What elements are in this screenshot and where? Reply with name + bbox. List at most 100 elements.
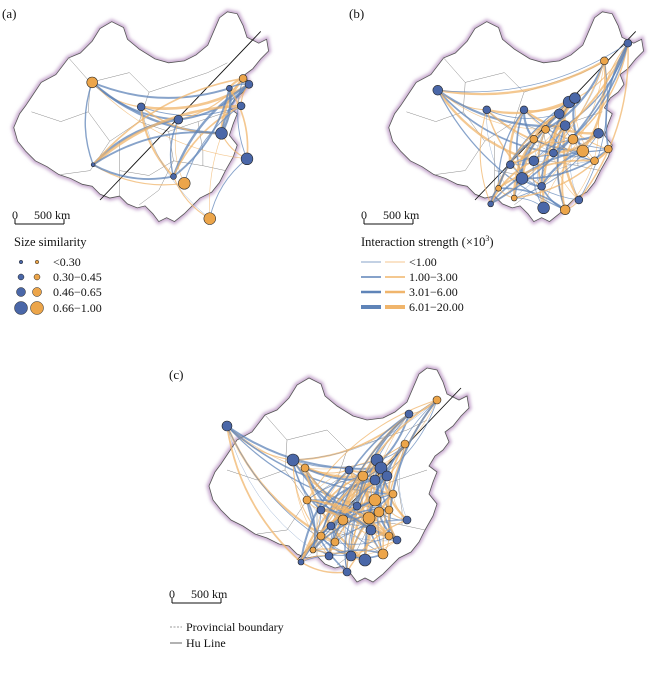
panel-b-link	[564, 133, 599, 211]
nodes-c	[221, 395, 442, 577]
panel-b-link	[498, 187, 566, 211]
panel-c-link	[292, 459, 330, 557]
panel-c-link	[320, 413, 410, 537]
legend-interaction-strength: Interaction strength (×103) <1.00 1.00−3…	[361, 234, 494, 314]
panel-c-city-node	[344, 465, 354, 475]
panel-b-city-node	[623, 38, 633, 48]
panel-c-city-node	[309, 546, 317, 554]
panel-c-city-node	[384, 505, 394, 515]
panel-b-link	[437, 89, 554, 154]
panel-a-link	[84, 82, 94, 165]
nodes-a	[86, 74, 254, 225]
panel-c-link	[362, 413, 410, 477]
panel-c-link	[350, 443, 406, 557]
panel-c-link	[300, 509, 322, 563]
panel-b-city-node	[576, 144, 589, 158]
panel-a-city-node	[136, 102, 146, 112]
nodes-b	[432, 38, 633, 215]
panel-c-city-node	[286, 453, 300, 467]
panel-c-link	[226, 425, 302, 563]
panel-a-link	[172, 105, 242, 177]
panel-b-link	[437, 90, 546, 130]
panel-b-link	[437, 42, 629, 93]
panel-c-city-node	[358, 553, 372, 567]
panel-b-link	[522, 148, 609, 180]
panel-a-city-node	[240, 152, 254, 166]
panel-c-city-node	[300, 463, 310, 473]
panel-b-city-node	[567, 134, 579, 145]
panel-b-city-node	[549, 148, 558, 158]
panel-a-label: (a)	[2, 6, 16, 21]
panel-a-city-node	[86, 76, 98, 89]
panel-a-city-node	[226, 85, 233, 92]
panel-b-label: (b)	[349, 6, 364, 21]
panel-a-city-node	[170, 173, 177, 180]
panel-c-city-node	[324, 551, 334, 561]
scale-bar-a: 0 500 km	[12, 208, 71, 225]
panel-c-link	[334, 519, 408, 543]
panel-b-link	[497, 109, 525, 189]
panel-a-link	[172, 83, 250, 177]
panel-b-link	[578, 60, 608, 201]
panel-a-city-node	[203, 212, 216, 225]
panel-c-link	[306, 399, 438, 501]
panel-a-link	[209, 158, 248, 219]
panel-b-link	[486, 109, 515, 199]
panel-c-link	[334, 535, 390, 545]
panel-b-link	[437, 89, 566, 211]
legend-interaction-item-3: 3.01−6.00	[409, 285, 458, 299]
panel-c-city-node	[402, 515, 412, 525]
panel-c-city-node	[374, 461, 388, 475]
scale-text-b: 500 km	[383, 208, 420, 222]
panel-b-link	[514, 148, 609, 199]
panel-b-city-node	[600, 56, 609, 66]
legend-size-orange-3	[32, 287, 42, 297]
panel-a-link	[183, 105, 242, 184]
panel-c-city-node	[345, 550, 357, 562]
panel-b-link	[489, 159, 535, 205]
panel-c-link	[312, 539, 398, 554]
panel-b-link	[436, 89, 535, 162]
panel-a-map	[14, 12, 269, 225]
panel-c-city-node	[352, 501, 362, 511]
legend-hu-line: Hu Line	[186, 636, 226, 650]
panel-a-city-node	[178, 177, 191, 190]
legend-size-blue-4	[14, 301, 28, 315]
panel-b-link	[541, 60, 605, 187]
panel-a-link	[169, 119, 180, 177]
panel-b-city-node	[519, 105, 529, 115]
scale-zero-a: 0	[12, 208, 18, 222]
panel-a-city-node	[238, 74, 248, 83]
panel-c-city-node	[404, 409, 414, 419]
panel-c-city-node	[392, 535, 402, 545]
scale-zero-c: 0	[169, 587, 175, 601]
panel-c-city-node	[221, 420, 233, 432]
panel-b-city-node	[559, 120, 571, 131]
country-outline	[13, 11, 270, 223]
legend-size-similarity: Size similarity <0.30 0.30−0.45 0.46−0.6…	[14, 235, 102, 315]
panel-c-city-node	[384, 531, 394, 541]
legend-size-item-3: 0.46−0.65	[53, 285, 102, 299]
panel-b-city-node	[528, 155, 539, 166]
panel-b-link	[497, 138, 535, 189]
panel-b-link	[486, 109, 595, 161]
panel-b-city-node	[495, 185, 502, 192]
panel-a-city-node	[244, 80, 254, 89]
panel-b-city-node	[506, 160, 515, 169]
panel-b-city-node	[482, 105, 491, 115]
panel-c-city-node	[330, 537, 340, 547]
panel-c-city-node	[373, 506, 385, 518]
panel-a-link	[174, 119, 185, 184]
panel-c-link	[292, 399, 438, 461]
panel-b-link	[542, 97, 576, 208]
scale-text-a: 500 km	[34, 208, 71, 222]
legend-interaction-item-1: <1.00	[409, 255, 437, 269]
panel-c-city-node	[432, 395, 442, 405]
legend-size-blue-1	[18, 259, 24, 265]
panel-b-link	[486, 109, 560, 119]
panel-a-link	[237, 78, 248, 160]
panel-b-link	[562, 125, 580, 201]
panel-b-link	[514, 133, 599, 199]
panel-a-link	[91, 81, 230, 99]
